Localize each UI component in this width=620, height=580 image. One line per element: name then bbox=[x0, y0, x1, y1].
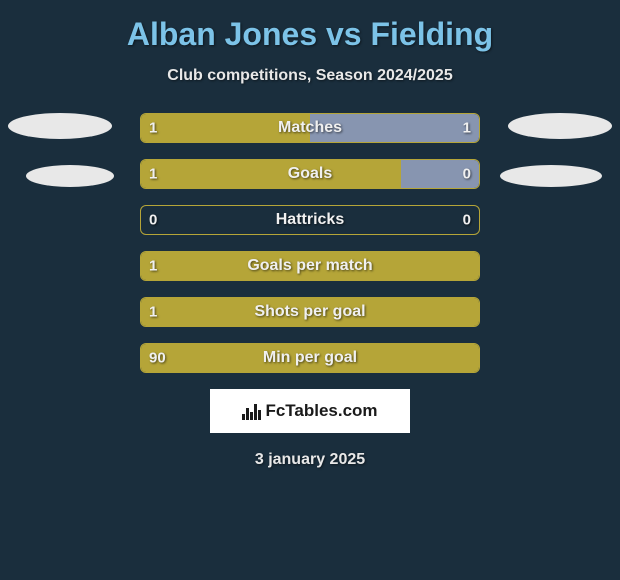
bar-left-fill bbox=[141, 344, 479, 372]
page-subtitle: Club competitions, Season 2024/2025 bbox=[0, 67, 620, 85]
bar-chart-icon bbox=[242, 402, 261, 420]
stat-value-right: 0 bbox=[463, 166, 471, 183]
bar-track: Goals10 bbox=[140, 159, 480, 189]
bar-left-fill bbox=[141, 252, 479, 280]
bar-left-fill bbox=[141, 160, 401, 188]
page-title: Alban Jones vs Fielding bbox=[0, 0, 620, 53]
stat-value-left: 1 bbox=[149, 120, 157, 137]
stat-value-left: 1 bbox=[149, 166, 157, 183]
stat-row: Matches11 bbox=[0, 113, 620, 143]
bar-track: Goals per match1 bbox=[140, 251, 480, 281]
stat-value-right: 0 bbox=[463, 212, 471, 229]
bar-track: Matches11 bbox=[140, 113, 480, 143]
stat-row: Hattricks0 0 bbox=[0, 205, 620, 235]
stat-row: Min per goal90 bbox=[0, 343, 620, 373]
bar-left-fill bbox=[141, 114, 310, 142]
brand-text: FcTables.com bbox=[265, 401, 377, 421]
stat-label: Hattricks bbox=[141, 211, 479, 229]
stat-value-left: 1 bbox=[149, 304, 157, 321]
bar-right-fill bbox=[310, 114, 479, 142]
bar-left-fill bbox=[141, 298, 479, 326]
bar-track: Hattricks0 0 bbox=[140, 205, 480, 235]
stat-value-left: 90 bbox=[149, 350, 166, 367]
stat-row: Shots per goal1 bbox=[0, 297, 620, 327]
stat-value-left: 0 bbox=[149, 212, 157, 229]
stat-row: Goals per match1 bbox=[0, 251, 620, 281]
bar-track: Min per goal90 bbox=[140, 343, 480, 373]
brand-badge: FcTables.com bbox=[210, 389, 410, 433]
stat-row: Goals10 bbox=[0, 159, 620, 189]
stat-value-right: 1 bbox=[463, 120, 471, 137]
stat-value-left: 1 bbox=[149, 258, 157, 275]
comparison-chart: Matches11Goals10Hattricks00Goals per mat… bbox=[0, 113, 620, 373]
bar-track: Shots per goal1 bbox=[140, 297, 480, 327]
date-text: 3 january 2025 bbox=[0, 451, 620, 469]
